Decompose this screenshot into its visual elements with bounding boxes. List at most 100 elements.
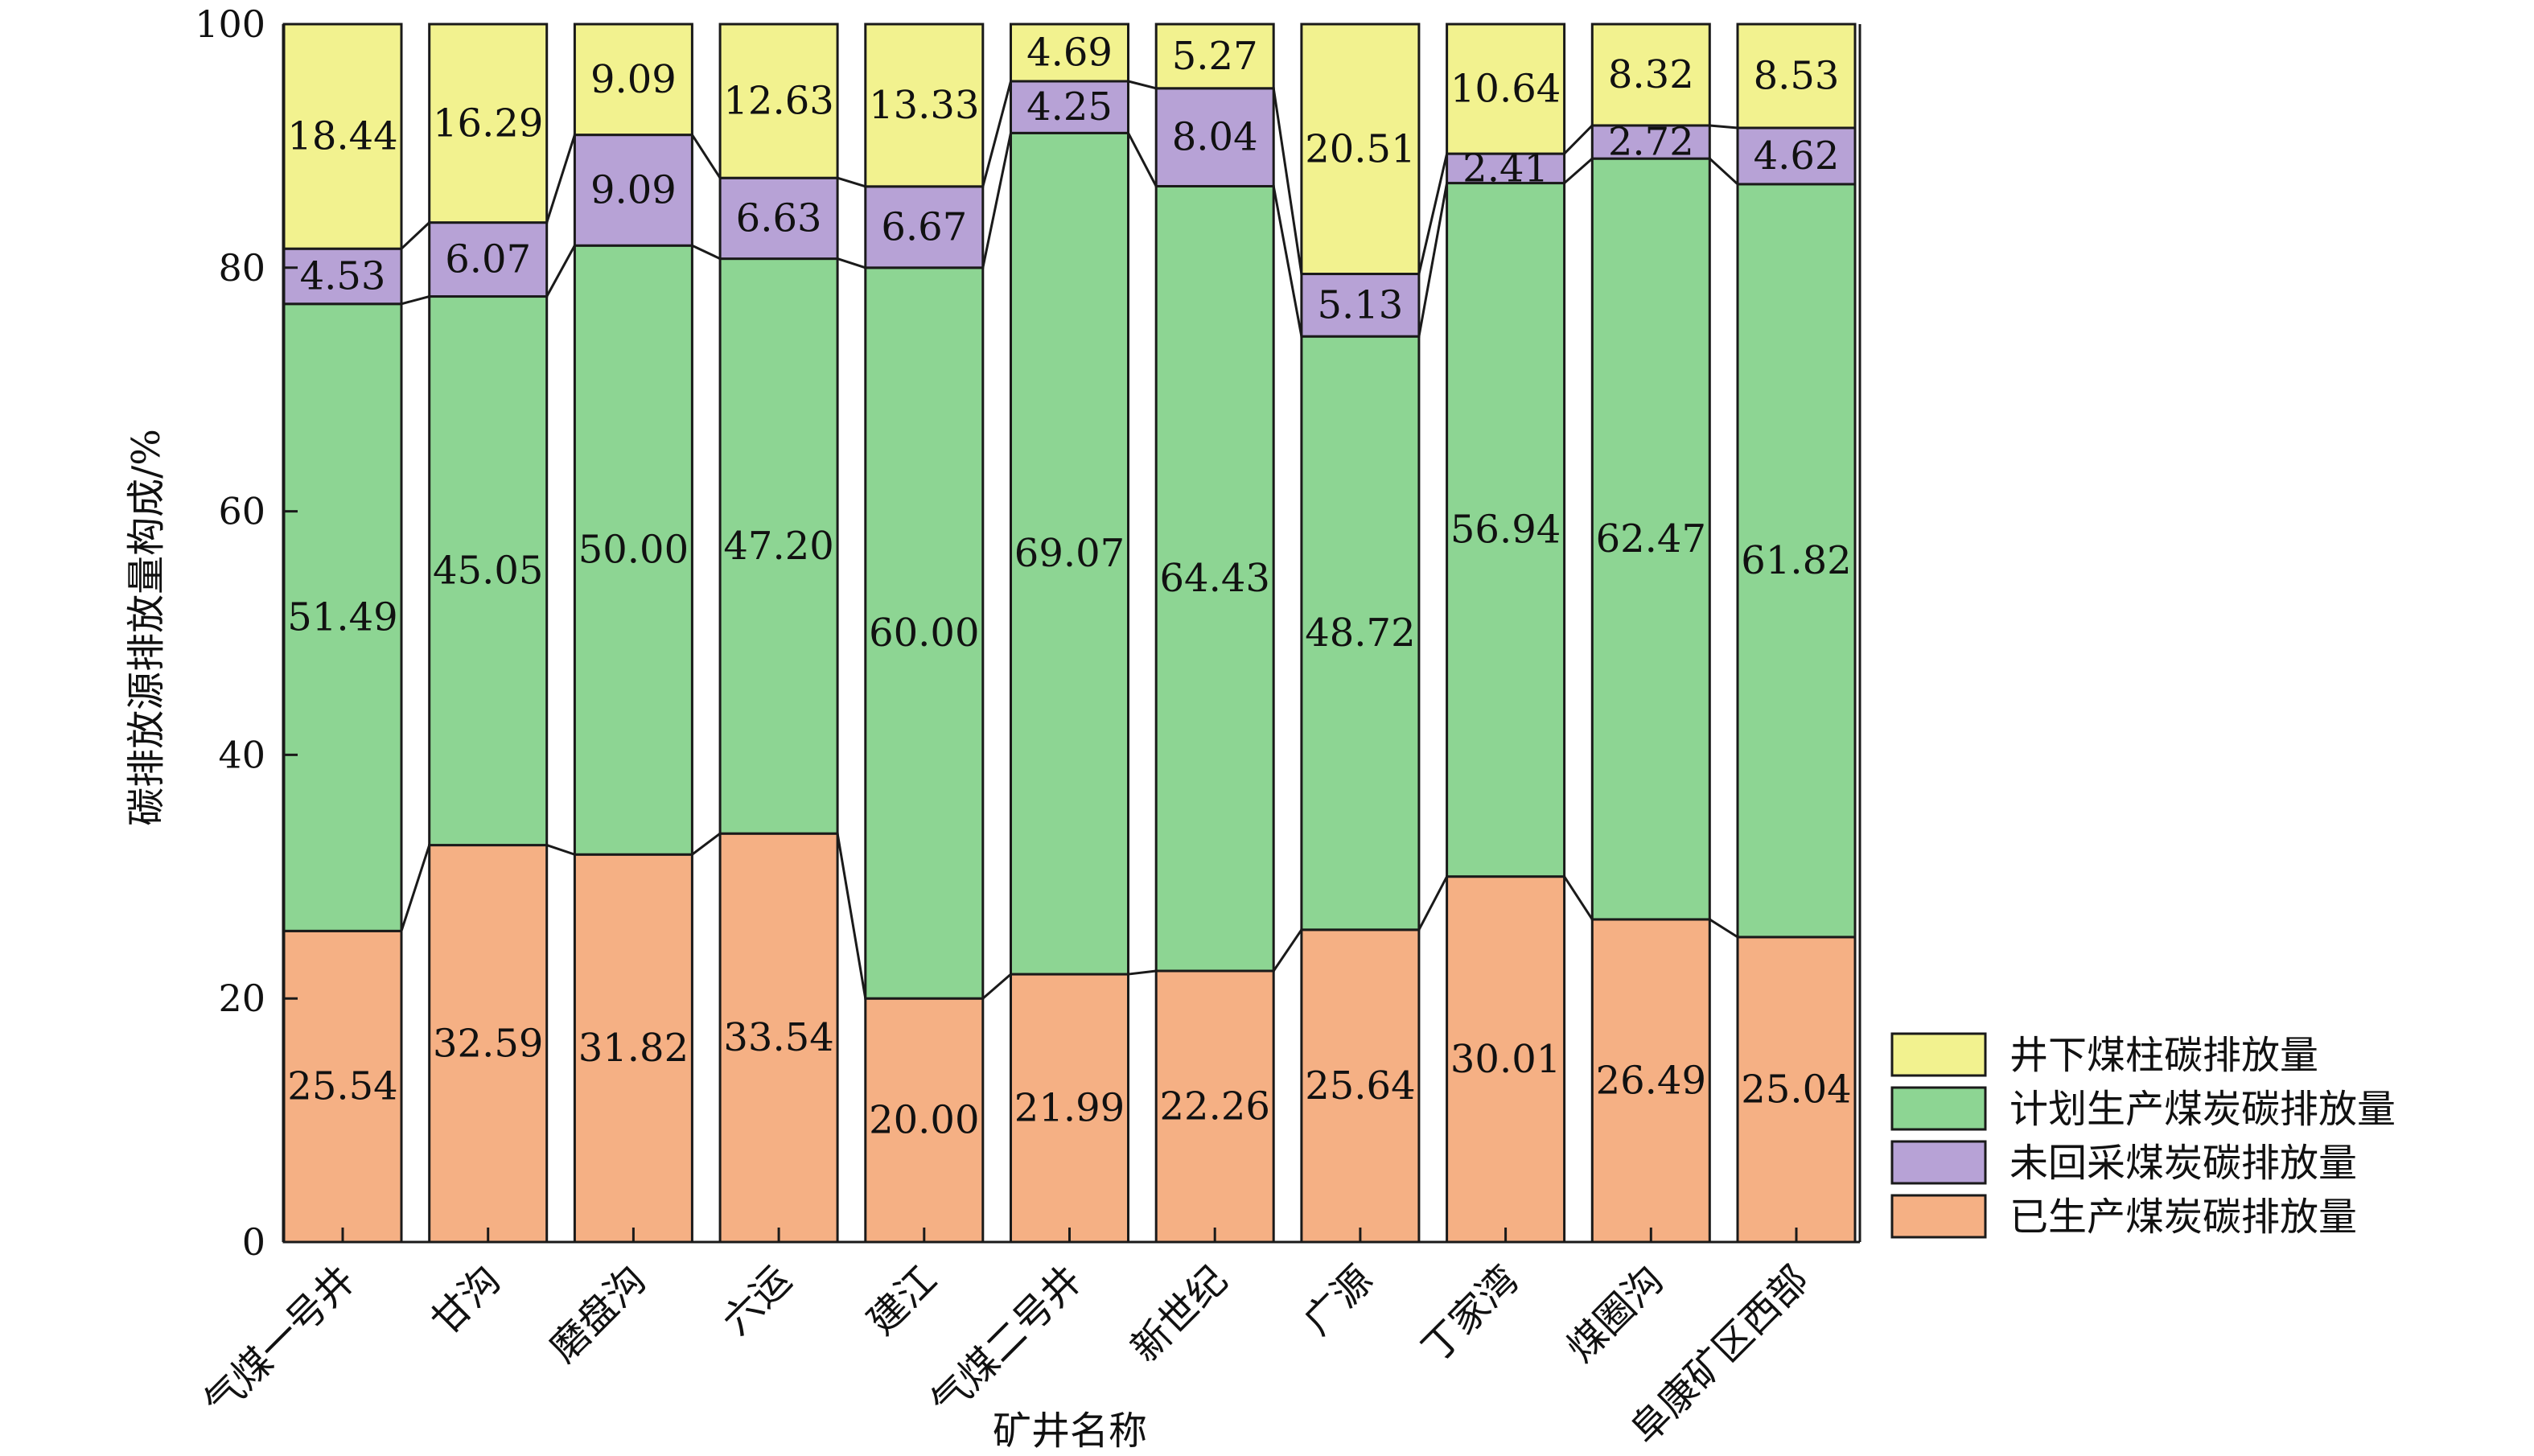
connector-line — [1709, 918, 1738, 939]
bar-segment — [428, 295, 549, 847]
bar-segment — [1446, 23, 1566, 155]
data-label: 20.00 — [869, 1098, 979, 1143]
connector-line — [1272, 88, 1303, 274]
data-label: 6.07 — [445, 237, 531, 282]
data-label: 32.59 — [433, 1021, 543, 1066]
bar-segment — [718, 257, 839, 835]
x-tick-label: 气煤一号井 — [195, 1257, 364, 1425]
connector-line — [1563, 124, 1594, 155]
bar-segment — [1010, 23, 1129, 83]
connector-line — [981, 973, 1012, 1000]
data-label: 2.72 — [1608, 120, 1694, 165]
data-label: 26.49 — [1596, 1058, 1706, 1103]
legend-swatch — [1890, 1032, 1987, 1077]
x-tick-label: 广源 — [1295, 1257, 1381, 1343]
data-label: 12.63 — [723, 79, 833, 124]
data-label: 69.07 — [1014, 531, 1125, 576]
data-label: 31.82 — [578, 1026, 689, 1071]
x-tick-label: 磨盘沟 — [541, 1257, 654, 1371]
bar-segment — [1300, 335, 1421, 932]
connector-line — [691, 833, 722, 856]
bar-segment — [573, 853, 693, 1244]
y-tick-label: 100 — [195, 2, 265, 46]
bar-segment — [282, 929, 403, 1244]
connector-line — [1417, 153, 1449, 274]
connector-line — [1709, 158, 1739, 186]
connector-line — [1417, 875, 1448, 931]
data-label: 8.04 — [1172, 115, 1258, 160]
data-label: 9.09 — [590, 57, 677, 102]
data-label: 2.41 — [1462, 146, 1549, 191]
data-label: 6.63 — [736, 195, 822, 241]
connector-line — [1563, 158, 1594, 184]
data-label: 25.54 — [287, 1064, 397, 1109]
data-label: 8.32 — [1608, 52, 1694, 97]
bar-segment — [864, 23, 985, 188]
y-axis-title: 碳排放源排放量构成/% — [124, 429, 169, 826]
data-label: 30.01 — [1450, 1037, 1561, 1082]
y-tick-label: 40 — [218, 733, 265, 776]
bar-segment — [718, 832, 839, 1244]
data-label: 22.26 — [1159, 1084, 1269, 1129]
data-label: 16.29 — [433, 101, 543, 146]
x-tick-label: 丁家湾 — [1413, 1257, 1527, 1371]
y-tick-label: 0 — [242, 1220, 265, 1264]
legend-label: 井下煤柱碳排放量 — [2010, 1033, 2318, 1078]
data-labels-group: 25.54 51.49 4.53 18.44 32.59 45.05 6.07 16.29 31… — [287, 31, 1851, 1143]
data-label: 8.53 — [1754, 53, 1840, 98]
data-label: 47.20 — [723, 524, 833, 569]
connector-line — [545, 134, 576, 224]
data-label: 61.82 — [1741, 538, 1851, 583]
x-tick-label: 新世纪 — [1122, 1257, 1236, 1371]
bar-segment — [1010, 973, 1129, 1244]
data-label: 60.00 — [869, 611, 979, 656]
bar-segment — [573, 244, 693, 856]
data-label: 21.99 — [1014, 1086, 1125, 1131]
data-label: 4.62 — [1754, 134, 1840, 179]
connector-line — [1272, 186, 1303, 337]
data-label: 13.33 — [869, 83, 979, 128]
legend-label: 已生产煤炭碳排放量 — [2010, 1195, 2357, 1240]
data-label: 9.09 — [590, 167, 677, 212]
connector-line — [1272, 928, 1303, 972]
bar-segment — [1300, 23, 1421, 276]
bar-segment — [428, 844, 549, 1244]
bar-segment — [1590, 157, 1711, 921]
bar-segment — [1154, 23, 1275, 90]
data-label: 45.05 — [433, 549, 543, 594]
connector-line — [400, 845, 431, 932]
bar-segment — [282, 247, 403, 306]
legend-label: 未回采煤炭碳排放量 — [2010, 1141, 2357, 1186]
legend-label: 计划生产煤炭碳排放量 — [2010, 1087, 2396, 1132]
bar-segment — [1446, 182, 1566, 878]
bar-segment — [573, 134, 693, 247]
bar-segment — [1300, 928, 1421, 1244]
connector-line — [1417, 183, 1449, 337]
connector-line — [546, 844, 575, 856]
bar-segment — [1154, 87, 1275, 188]
data-label: 50.00 — [578, 528, 689, 573]
data-label: 4.25 — [1026, 84, 1113, 130]
bar-segment — [1590, 23, 1711, 127]
connector-line — [1709, 124, 1738, 130]
connector-line — [1128, 969, 1157, 976]
bar-segment — [1300, 273, 1421, 338]
data-label: 25.64 — [1305, 1063, 1415, 1108]
data-label: 33.54 — [723, 1015, 833, 1060]
bar-segment — [1446, 152, 1566, 185]
data-label: 25.04 — [1741, 1067, 1851, 1112]
connector-line — [981, 80, 1012, 187]
x-tick-label: 甘沟 — [423, 1257, 509, 1343]
bar-segment — [428, 221, 549, 298]
x-axis-title: 矿井名称 — [993, 1409, 1147, 1453]
bar-segment — [718, 176, 839, 261]
data-label: 18.44 — [287, 114, 397, 159]
connector-line — [400, 221, 430, 250]
bar-segment — [1446, 875, 1566, 1244]
connector-line — [691, 244, 721, 260]
x-tick-label: 六运 — [714, 1257, 800, 1343]
data-label: 6.67 — [881, 204, 967, 249]
data-label: 64.43 — [1159, 556, 1269, 601]
bar-segment — [428, 23, 549, 224]
